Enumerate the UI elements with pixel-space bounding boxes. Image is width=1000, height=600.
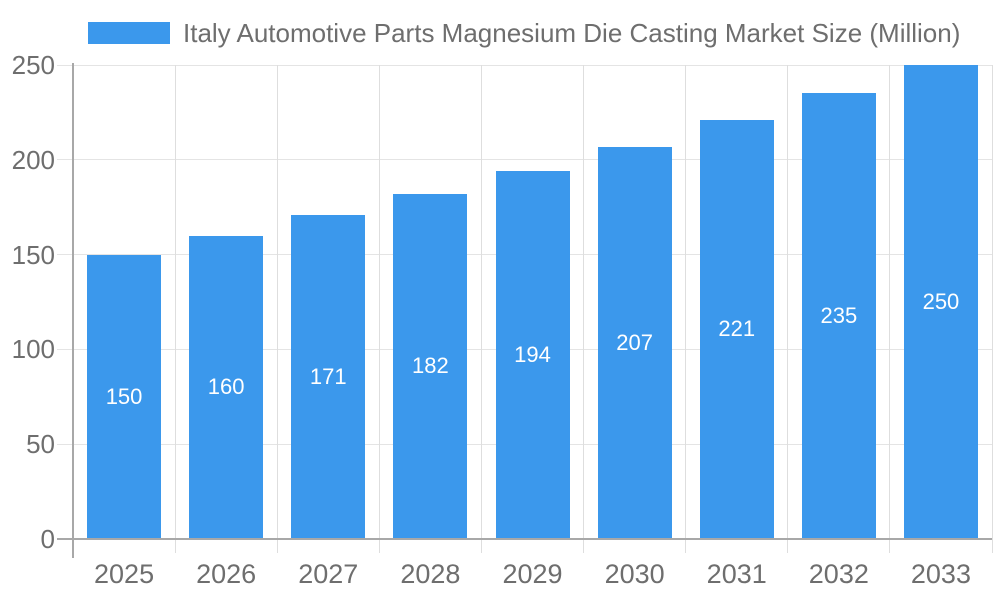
bar-value-label: 160 (207, 374, 245, 400)
x-tick-label: 2032 (808, 559, 869, 589)
x-tick-label: 2031 (706, 559, 767, 589)
y-tick-label: 150 (11, 239, 55, 270)
vertical-gridline (276, 65, 278, 553)
bar-2032[interactable]: 235 (801, 93, 876, 539)
legend[interactable]: Italy Automotive Parts Magnesium Die Cas… (88, 20, 960, 46)
bar-2031[interactable]: 221 (699, 119, 774, 539)
y-tick-label: 50 (26, 429, 55, 460)
bar-value-label: 194 (514, 342, 551, 368)
horizontal-gridline (57, 64, 992, 66)
vertical-gridline (174, 65, 176, 553)
vertical-gridline (787, 65, 789, 553)
bar-2029[interactable]: 194 (495, 171, 570, 539)
bar-value-label: 235 (820, 303, 858, 329)
y-tick-label: 100 (11, 334, 55, 365)
vertical-gridline (889, 65, 891, 553)
bar-2027[interactable]: 171 (291, 214, 366, 539)
legend-swatch (88, 22, 170, 44)
y-axis-line (72, 63, 74, 558)
y-tick-label: 200 (11, 144, 55, 175)
bar-2028[interactable]: 182 (393, 193, 468, 539)
bar-value-label: 150 (105, 383, 143, 409)
x-tick-label: 2029 (502, 559, 563, 589)
bar-2033[interactable]: 250 (903, 65, 978, 539)
x-tick-label: 2028 (400, 559, 461, 589)
x-tick-label: 2026 (196, 559, 257, 589)
x-axis-line (57, 538, 992, 540)
y-tick-label: 0 (40, 524, 55, 554)
bar-2030[interactable]: 207 (597, 146, 672, 539)
horizontal-gridline (57, 159, 992, 161)
vertical-gridline (480, 65, 482, 553)
x-tick-label: 2033 (910, 559, 971, 589)
x-tick-label: 2025 (94, 559, 155, 589)
y-tick-label: 250 (11, 50, 55, 80)
vertical-gridline (378, 65, 380, 553)
x-tick-label: 2030 (604, 559, 665, 589)
bar-2026[interactable]: 160 (189, 235, 264, 539)
vertical-gridline (685, 65, 687, 553)
bar-value-label: 182 (412, 353, 449, 379)
x-tick-label: 2027 (298, 559, 359, 589)
vertical-gridline (583, 65, 585, 553)
bar-2025[interactable]: 150 (87, 254, 162, 539)
bar-value-label: 250 (922, 289, 960, 314)
vertical-gridline (991, 65, 993, 553)
bar-value-label: 221 (718, 316, 756, 342)
bar-value-label: 171 (309, 363, 347, 389)
legend-label: Italy Automotive Parts Magnesium Die Cas… (183, 18, 961, 48)
bar-value-label: 207 (616, 329, 653, 355)
